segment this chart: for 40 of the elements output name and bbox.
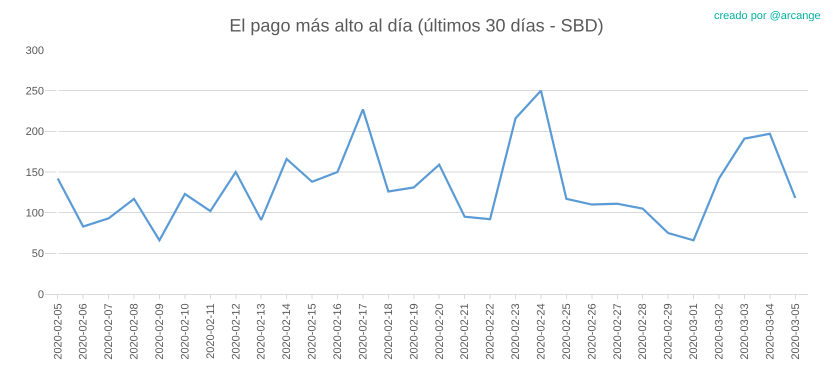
x-tick-label: 2020-02-08: [128, 303, 141, 360]
x-tick-label: 2020-02-24: [536, 303, 548, 360]
x-tick-label: 2020-02-18: [382, 303, 395, 360]
x-tick-label: 2020-02-27: [612, 303, 624, 360]
x-tick-label: 2020-02-22: [484, 303, 497, 360]
x-tick-label: 2020-02-10: [179, 303, 192, 360]
text: creado por @arcange: [714, 10, 821, 22]
x-tick-label: 2020-02-11: [204, 303, 217, 359]
y-tick-label: 200: [26, 126, 44, 138]
x-tick-label: 2020-03-03: [738, 303, 751, 360]
y-tick-label: 250: [26, 86, 44, 98]
x-tick-label: 2020-02-06: [78, 303, 90, 360]
x-tick-label: 2020-02-14: [281, 303, 294, 360]
x-tick-label: 2020-02-23: [510, 303, 522, 360]
x-tick-label: 2020-03-01: [688, 303, 700, 360]
y-tick-label: 300: [26, 44, 44, 57]
y-tick-label: 50: [32, 248, 44, 260]
x-tick-label: 2020-02-07: [103, 303, 116, 360]
x-tick-label: 2020-02-17: [357, 303, 370, 360]
x-tick-label: 2020-02-25: [560, 303, 573, 360]
x-tick-label: 2020-02-13: [256, 303, 268, 360]
x-tick-label: 2020-02-09: [154, 303, 166, 360]
x-tick-label: 2020-02-16: [332, 303, 344, 360]
x-tick-label: 2020-02-19: [408, 303, 420, 360]
x-tick-label: 2020-02-29: [662, 303, 675, 360]
x-tick-label: 2020-02-21: [459, 303, 472, 360]
x-tick-label: 2020-02-20: [434, 303, 446, 360]
x-tick-label: 2020-02-28: [637, 303, 650, 360]
x-tick-label: 2020-03-02: [714, 303, 726, 360]
line-series: [56, 90, 796, 242]
y-tick-label: 0: [38, 288, 44, 301]
x-tick-label: 2020-02-26: [586, 303, 598, 360]
x-tick-label: 2020-03-04: [764, 303, 776, 360]
x-tick-label: 2020-02-15: [306, 303, 319, 360]
chart-title: El pago más alto al día (últimos 30 días - SBD): [229, 16, 604, 36]
x-tick-label: 2020-03-05: [790, 303, 802, 360]
x-tick-label: 2020-02-12: [230, 303, 242, 360]
y-tick-label: 100: [26, 208, 44, 220]
y-tick-label: 150: [26, 166, 44, 179]
x-tick-label: 2020-02-05: [52, 303, 64, 360]
